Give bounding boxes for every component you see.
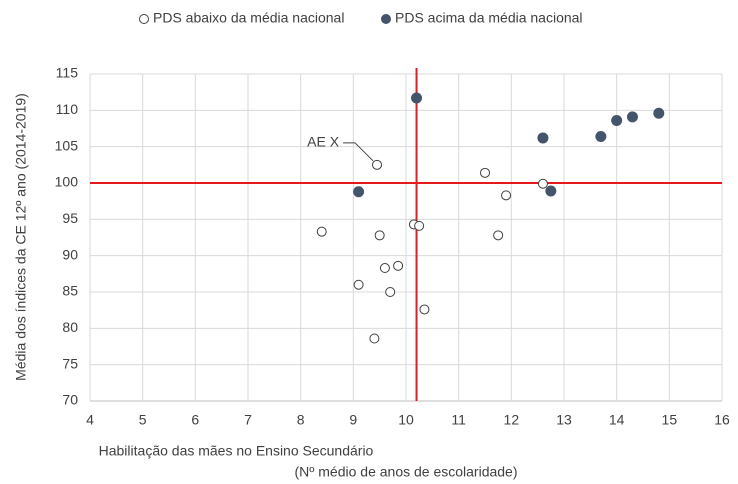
y-tick-label: 110 xyxy=(56,101,79,117)
point xyxy=(501,190,512,201)
x-tick-label: 7 xyxy=(244,412,252,428)
point xyxy=(393,260,404,271)
annotation-leader xyxy=(343,142,374,162)
y-tick-label: 90 xyxy=(62,246,78,262)
point xyxy=(353,186,365,198)
x-tick-label: 15 xyxy=(662,412,678,428)
x-tick-label: 6 xyxy=(191,412,199,428)
x-tick-label: 5 xyxy=(139,412,147,428)
y-tick-label: 85 xyxy=(62,283,78,299)
x-tick-label: 11 xyxy=(451,412,466,428)
point xyxy=(379,263,390,274)
x-tick-label: 13 xyxy=(556,412,572,428)
y-tick-label: 100 xyxy=(55,174,79,190)
y-tick-label: 115 xyxy=(56,65,79,81)
point xyxy=(316,226,327,237)
point xyxy=(595,130,607,142)
x-tick-label: 10 xyxy=(398,412,414,428)
x-axis-title: (Nº médio de anos de escolaridade) xyxy=(294,464,517,480)
x-axis-title: Habilitação das mães no Ensino Secundári… xyxy=(99,443,374,459)
legend-marker xyxy=(139,14,149,24)
x-tick-label: 9 xyxy=(349,412,357,428)
x-tick-label: 16 xyxy=(714,412,730,428)
y-tick-label: 95 xyxy=(62,210,78,226)
point xyxy=(353,279,364,290)
point xyxy=(545,185,557,197)
point xyxy=(611,115,623,127)
point xyxy=(537,132,549,144)
point xyxy=(369,333,380,344)
y-axis-title: Média dos índices da CE 12º ano (2014-20… xyxy=(13,93,29,381)
point xyxy=(414,220,425,231)
point xyxy=(626,111,638,123)
point xyxy=(411,92,423,104)
point xyxy=(493,230,504,241)
y-tick-label: 75 xyxy=(62,355,78,371)
y-tick-label: 105 xyxy=(55,137,79,153)
x-tick-label: 12 xyxy=(504,412,520,428)
point xyxy=(480,167,490,178)
y-tick-label: 80 xyxy=(62,319,78,335)
point xyxy=(372,159,383,170)
legend-label: PDS acima da média nacional xyxy=(395,10,583,26)
x-tick-label: 4 xyxy=(86,412,94,428)
x-tick-label: 14 xyxy=(609,412,625,428)
point xyxy=(537,178,548,189)
legend-marker xyxy=(381,14,391,24)
annotation-label: AE X xyxy=(307,134,340,150)
point xyxy=(419,304,430,315)
y-tick-label: 70 xyxy=(62,392,78,408)
point xyxy=(385,287,396,297)
point xyxy=(653,107,665,119)
legend-label: PDS abaixo da média nacional xyxy=(153,10,344,26)
point xyxy=(374,230,385,241)
x-tick-label: 8 xyxy=(297,412,305,428)
